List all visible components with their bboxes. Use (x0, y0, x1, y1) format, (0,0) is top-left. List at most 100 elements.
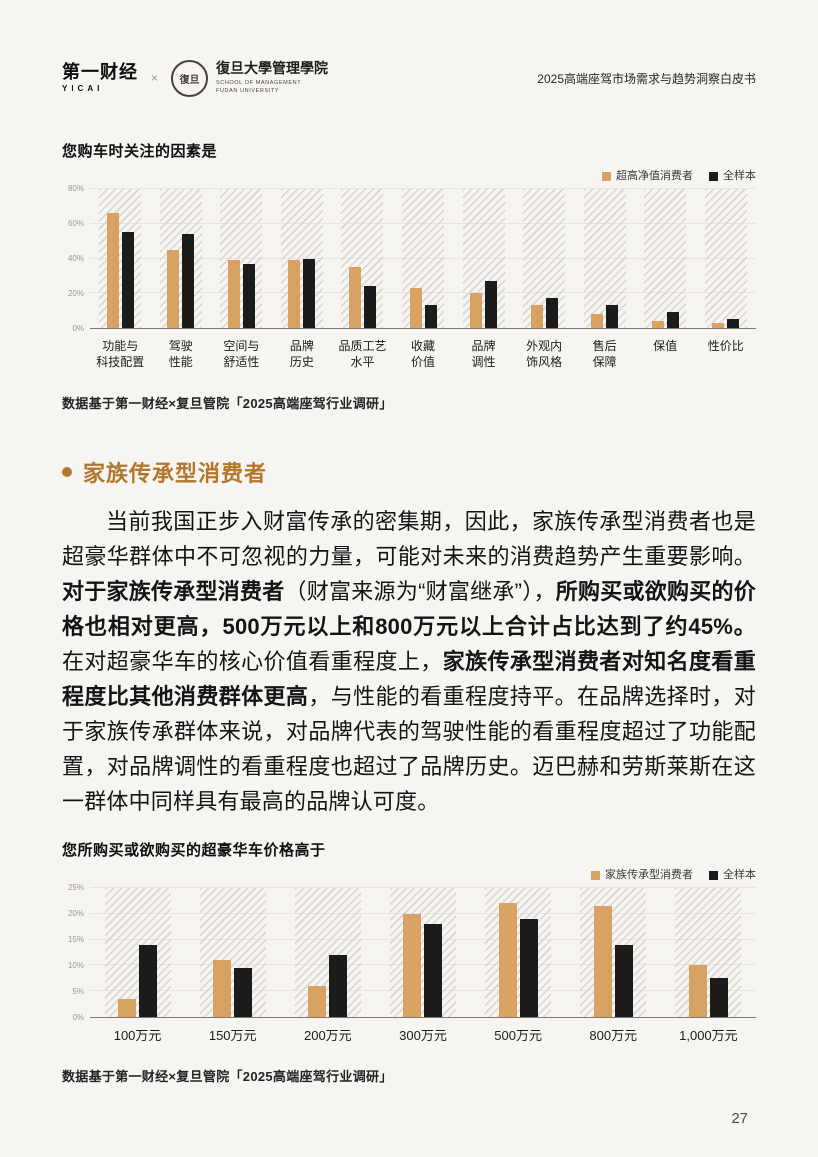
fudan-name-en-1: SCHOOL OF MANAGEMENT (216, 79, 302, 86)
bar-group: 300万元 (375, 888, 470, 1043)
header: 第一财经 YICAI × 復旦 復旦大學管理學院 SCHOOL OF MANAG… (62, 0, 756, 100)
yicai-logo: 第一财经 YICAI (62, 63, 138, 93)
hatch-column (294, 888, 361, 1017)
bar-group: 品牌 历史 (272, 189, 333, 369)
category-label: 性价比 (707, 339, 744, 353)
section-heading: 家族传承型消费者 (62, 456, 756, 488)
bar-series-1 (606, 305, 619, 328)
category-label: 1,000万元 (679, 1028, 738, 1043)
bar-group: 品牌 调性 (453, 189, 514, 369)
bar-pair (308, 888, 348, 1017)
bar-series-1 (614, 944, 633, 1017)
category-label: 保值 (653, 339, 678, 353)
bar-series-0 (348, 267, 361, 328)
hatch-column (583, 189, 626, 328)
chart2-section: 您所购买或欲购买的超豪华车价格高于 家族传承型消费者 全样本 0% 5% 10% 15%… (62, 839, 756, 1085)
bar-series-1 (666, 312, 679, 328)
bar-series-0 (688, 965, 707, 1017)
paragraph-segment: 当前我国正步入财富传承的密集期，因此，家族传承型消费者也是超豪华群体中不可忽视的… (62, 509, 756, 569)
legend-label: 超高净值消费者 (616, 169, 693, 182)
bar-pair (593, 888, 633, 1017)
bar-group: 功能与 科技配置 (90, 189, 151, 369)
bar-series-1 (121, 232, 134, 328)
chart1-y-axis: 0% 20% 40% 60% 80% (62, 185, 90, 333)
y-tick-label: 10% (67, 961, 84, 970)
chart2-title: 您所购买或欲购买的超豪华车价格高于 (62, 842, 326, 859)
chart1-canvas: 0% 20% 40% 60% 80% 功能与 科技配置 驾驶 性能 空间与 舒适性 品牌 历史 品质工艺… (62, 185, 756, 369)
gridline (90, 188, 756, 189)
hatch-column (704, 189, 747, 328)
hatch-column (644, 189, 687, 328)
legend-swatch-icon (602, 171, 611, 181)
legend-swatch-icon (591, 870, 600, 880)
category-label: 800万元 (589, 1028, 638, 1043)
chart2-caption: 数据基于第一财经×复旦管院「2025高端座驾行业调研」 (62, 1069, 393, 1084)
hatch-column (104, 888, 171, 1017)
bar-series-0 (498, 903, 517, 1017)
chart1-plot: 功能与 科技配置 驾驶 性能 空间与 舒适性 品牌 历史 品质工艺 水平 收藏 价值 品牌 调性 外观内 饰风… (90, 188, 756, 369)
legend-label: 全样本 (723, 169, 756, 182)
bar-group: 100万元 (90, 888, 185, 1043)
bar-group: 150万元 (185, 888, 280, 1043)
category-label: 驾驶 性能 (168, 339, 193, 370)
category-label: 功能与 科技配置 (96, 339, 145, 370)
legend-item: 家族传承型消费者 (591, 869, 693, 881)
y-tick-label: 0% (72, 324, 84, 333)
bar-series-0 (712, 322, 725, 328)
gridline (90, 887, 756, 888)
category-label: 500万元 (494, 1028, 542, 1043)
hatch-column (341, 189, 384, 328)
legend-item: 超高净值消费者 (602, 170, 693, 182)
legend-item: 全样本 (709, 170, 756, 182)
category-label: 300万元 (399, 1028, 447, 1043)
yicai-logo-text: 第一财经 (62, 62, 138, 82)
category-label: 外观内 饰风格 (526, 339, 563, 370)
bar-group: 空间与 舒适性 (211, 189, 272, 369)
bar-series-0 (530, 305, 543, 328)
bar-group: 200万元 (280, 888, 375, 1043)
category-label: 售后 保障 (592, 339, 617, 370)
bar-series-0 (409, 288, 422, 328)
chart2-plot: 100万元 150万元 200万元 300万元 500万元 800万元 1,000万元 (90, 887, 756, 1043)
fudan-logo-text: 復旦大學管理學院 SCHOOL OF MANAGEMENT FUDAN UNIV… (216, 62, 328, 94)
bar-series-1 (709, 978, 728, 1017)
paragraph-segment: 对于家族传承型消费者 (62, 579, 285, 604)
category-label: 品质工艺 水平 (338, 339, 387, 370)
bar-series-1 (139, 944, 158, 1017)
doc-title: 2025高端座驾市场需求与趋势洞察白皮书 (537, 71, 756, 86)
bar-pair (213, 888, 253, 1017)
bar-series-0 (213, 960, 232, 1017)
bar-series-1 (519, 918, 538, 1017)
bar-series-0 (288, 260, 301, 328)
bar-pair (530, 189, 558, 328)
fudan-name-cn: 復旦大學管理學院 (216, 62, 329, 78)
bar-pair (688, 888, 728, 1017)
y-tick-label: 40% (67, 254, 84, 263)
chart1: 超高净值消费者 全样本 0% 20% 40% 60% 80% 功能与 科技配置 驾驶 性能 空间与… (62, 170, 756, 369)
bar-series-1 (303, 258, 316, 328)
bar-series-0 (167, 249, 180, 328)
body-paragraph: 当前我国正步入财富传承的密集期，因此，家族传承型消费者也是超豪华群体中不可忽视的… (62, 504, 756, 819)
chart1-title: 您购车时关注的因素是 (62, 143, 218, 160)
logo-separator: × (151, 71, 159, 85)
bar-group: 1,000万元 (661, 888, 756, 1043)
yicai-logo-subtext: YICAI (62, 84, 104, 93)
paragraph-segment: ，与性能的看重程度持平。在品牌选择时，对于家族传承群体来说，对品牌代表的驾驶性能… (62, 684, 756, 814)
category-label: 100万元 (113, 1028, 162, 1043)
section-heading-text: 家族传承型消费者 (83, 461, 268, 486)
bar-series-1 (424, 924, 443, 1017)
header-logos: 第一财经 YICAI × 復旦 復旦大學管理學院 SCHOOL OF MANAG… (62, 59, 328, 97)
category-label: 品牌 历史 (289, 339, 314, 370)
y-tick-label: 25% (67, 883, 84, 892)
category-label: 150万元 (208, 1028, 257, 1043)
legend-label: 全样本 (723, 868, 756, 881)
bar-pair (348, 189, 376, 328)
bullet-icon (62, 467, 72, 477)
category-label: 品牌 调性 (471, 339, 496, 370)
bar-pair (167, 189, 195, 328)
hatch-column (280, 189, 323, 328)
chart1-section: 您购车时关注的因素是 超高净值消费者 全样本 0% 20% 40% 60% 80% 功能与… (62, 140, 756, 412)
bar-group: 驾驶 性能 (151, 189, 212, 369)
bar-series-1 (182, 234, 195, 328)
